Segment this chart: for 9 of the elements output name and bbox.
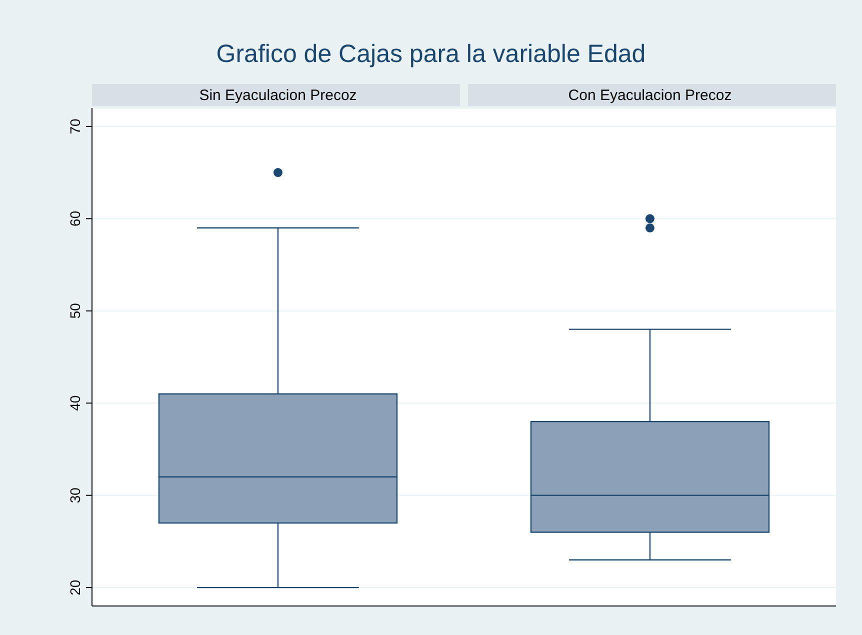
y-tick-label: 50 [67,302,83,319]
y-tick-label: 70 [67,118,83,134]
chart-title: Grafico de Cajas para la variable Edad [216,40,646,69]
y-tick-label: 60 [67,210,83,226]
y-tick-label: 30 [67,487,83,504]
x-tick-label: Sin Eyaculacion Precoz [199,87,357,104]
y-tick-label: 20 [67,580,83,596]
y-tick-label: 40 [67,395,83,411]
x-tick-label: Con Eyaculacion Precoz [568,87,732,104]
